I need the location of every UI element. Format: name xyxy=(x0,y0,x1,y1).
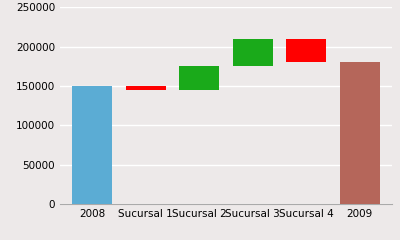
Bar xyxy=(179,66,219,90)
Bar xyxy=(233,39,273,66)
Bar xyxy=(340,62,380,204)
Bar xyxy=(286,39,326,62)
Bar xyxy=(72,86,112,204)
Bar xyxy=(126,86,166,90)
